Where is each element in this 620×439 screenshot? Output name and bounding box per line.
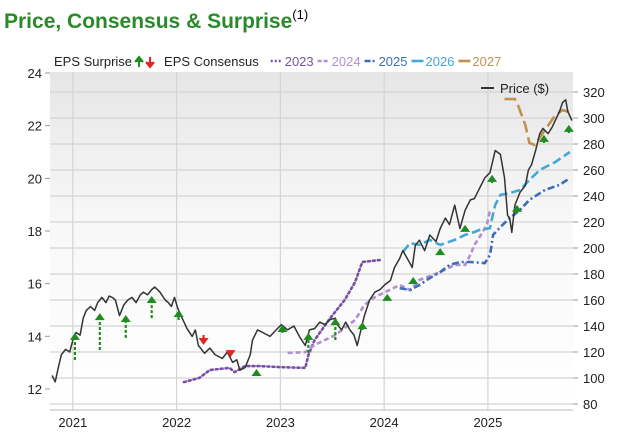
arrow-up-icon [357,322,368,330]
arrow-up-icon [303,332,314,340]
legend-series-2025: 2025 [379,54,408,69]
arrow-up-icon [251,368,262,376]
surprise-arrow-up [408,277,419,285]
surprise-arrow-up [382,293,393,301]
legend-arrow-down-icon [145,57,155,69]
title-text: Price, Consensus & Surprise [4,10,292,33]
surprise-arrow-up [435,248,446,256]
arrow-up-icon [69,332,80,340]
title-superscript: (1) [292,7,308,22]
x-tick-label: 2023 [266,415,295,430]
right-tick-label: 240 [583,189,605,204]
surprise-arrow-up [563,124,574,134]
price-line [51,99,573,383]
right-tick-label: 200 [583,241,605,256]
arrow-up-icon [563,124,574,132]
legend-series-2023: 2023 [285,54,314,69]
price-series [51,99,573,383]
legend-eps-consensus: EPS Consensus [164,54,259,69]
legend-eps-surprise: EPS Surprise [54,54,132,69]
right-tick-label: 300 [583,111,605,126]
x-tick-label: 2025 [473,415,502,430]
surprise-arrow-up [303,332,314,353]
arrow-up-icon [330,318,341,326]
left-tick-label: 12 [28,382,42,397]
arrow-down-icon [198,337,209,345]
consensus-line-2026 [401,150,571,253]
grid [50,72,573,410]
surprise-arrow-up [460,224,471,232]
surprise-arrow-up [538,134,549,144]
chart-title: Price, Consensus & Surprise(1) [4,7,308,33]
left-tick-label: 18 [28,224,42,239]
right-tick-label: 220 [583,215,605,230]
surprise-arrow-up [173,309,184,320]
surprise-arrow-up [330,318,341,340]
x-tick-label: 2024 [370,415,399,430]
legend-series-2027: 2027 [472,54,501,69]
legend-series-2024: 2024 [332,54,361,69]
right-tick-label: 280 [583,137,605,152]
surprise-arrow-down [225,350,236,358]
arrow-up-icon [382,293,393,301]
left-tick-label: 14 [28,329,42,344]
surprise-arrow-up [146,296,157,319]
surprise-arrow-up [251,368,262,376]
legend-series-2026: 2026 [425,54,454,69]
right-tick-label: 140 [583,319,605,334]
right-tick-label: 260 [583,163,605,178]
surprise-arrow-up [120,314,131,338]
arrow-up-icon [460,224,471,232]
price-legend: Price ($) [481,81,549,96]
left-tick-label: 16 [28,277,42,292]
consensus-series [182,97,573,384]
surprise-arrow-up [69,332,80,360]
right-tick-label: 120 [583,345,605,360]
right-tick-label: 100 [583,371,605,386]
consensus-line-2025 [399,177,571,292]
x-tick-label: 2021 [58,415,87,430]
right-tick-label: 80 [583,397,597,412]
arrow-up-icon [408,277,419,285]
x-tick-label: 2022 [162,415,191,430]
surprise-arrow-up [511,204,522,214]
price-legend-label: Price ($) [500,81,549,96]
surprise-arrow-down [198,334,209,345]
arrow-up-icon [120,314,131,322]
arrow-up-icon [277,324,288,332]
arrow-up-icon [487,174,498,182]
surprise-arrows [69,124,574,376]
right-tick-label: 180 [583,267,605,282]
surprise-arrow-up [277,324,288,333]
consensus-line-2023 [182,258,383,384]
axes: 80 100 120 140 160 180 200 220 240 260 280 300 320 12… [28,66,605,430]
surprise-arrow-up [487,174,498,184]
right-tick-label: 160 [583,293,605,308]
arrow-up-icon [173,309,184,317]
right-tick-label: 320 [583,85,605,100]
left-tick-label: 24 [28,66,42,81]
arrow-up-icon [435,248,446,256]
arrow-up-icon [511,204,522,212]
left-tick-label: 20 [28,171,42,186]
surprise-arrow-up [94,313,105,350]
arrow-down-icon [225,350,236,358]
arrow-up-icon [538,134,549,142]
legend-arrow-up-icon [134,55,144,67]
plot-area [50,72,573,410]
legend: EPS Surprise EPS Consensus 2023 2024 2025 202… [54,54,501,69]
arrow-up-icon [146,296,157,304]
left-tick-label: 22 [28,119,42,134]
arrow-up-icon [94,313,105,321]
surprise-arrow-up [357,322,368,330]
